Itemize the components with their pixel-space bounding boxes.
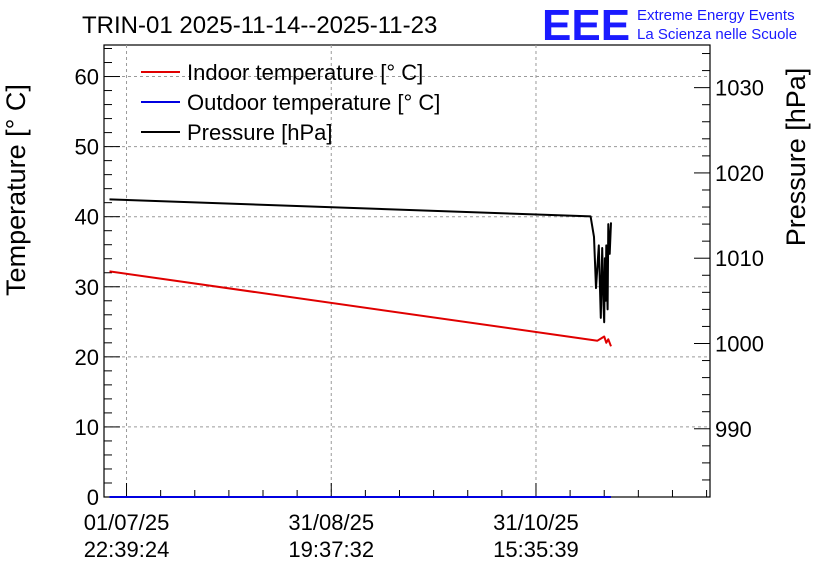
- x-tick-time: 15:35:39: [493, 537, 579, 562]
- series-pressure: [109, 198, 612, 324]
- logo-line-2: La Scienza nelle Scuole: [637, 26, 797, 43]
- right-tick-label: 1010: [715, 246, 764, 271]
- legend-label-pressure: Pressure [hPa]: [187, 120, 333, 145]
- right-tick-label: 990: [715, 417, 752, 442]
- x-tick-time: 19:37:32: [288, 537, 374, 562]
- legend-label-indoor: Indoor temperature [° C]: [187, 60, 423, 85]
- right-tick-label: 1000: [715, 331, 764, 356]
- legend: Indoor temperature [° C] Outdoor tempera…: [141, 60, 440, 145]
- left-tick-label: 50: [75, 135, 99, 160]
- left-tick-label: 60: [75, 65, 99, 90]
- left-tick-label: 0: [87, 485, 99, 510]
- left-tick-label: 10: [75, 415, 99, 440]
- eee-logo: EEE Extreme Energy Events La Scienza nel…: [542, 1, 797, 50]
- series-indoor-temperature: [109, 270, 612, 347]
- x-tick-date: 01/07/25: [84, 510, 170, 535]
- axes: 0102030405060990100010101020103001/07/25…: [75, 48, 764, 562]
- legend-label-outdoor: Outdoor temperature [° C]: [187, 90, 440, 115]
- x-tick-date: 31/08/25: [288, 510, 374, 535]
- grid: [104, 45, 710, 497]
- x-tick-time: 22:39:24: [84, 537, 170, 562]
- right-tick-label: 1030: [715, 76, 764, 101]
- series-layer: [109, 198, 612, 498]
- x-tick-date: 31/10/25: [493, 510, 579, 535]
- logo-line-1: Extreme Energy Events: [637, 7, 795, 24]
- chart-title: TRIN-01 2025-11-14--2025-11-23: [82, 12, 437, 39]
- left-tick-label: 20: [75, 345, 99, 370]
- right-tick-label: 1020: [715, 161, 764, 186]
- left-tick-label: 40: [75, 205, 99, 230]
- left-tick-label: 30: [75, 275, 99, 300]
- right-axis-title: Pressure [hPa]: [781, 68, 811, 247]
- logo-text: EEE: [542, 1, 630, 50]
- left-axis-title: Temperature [° C]: [1, 84, 31, 296]
